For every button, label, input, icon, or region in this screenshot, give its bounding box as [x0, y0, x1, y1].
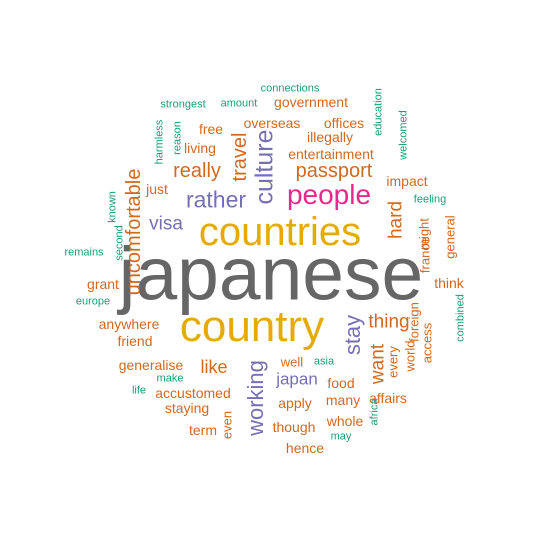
word-japan: japan	[276, 369, 318, 389]
word-impact: impact	[386, 173, 428, 189]
word-culture: culture	[250, 129, 279, 205]
word-illegally: illegally	[307, 129, 353, 145]
word-countries: countries	[198, 210, 362, 254]
word-staying: staying	[164, 400, 210, 416]
word-government: government	[274, 94, 348, 110]
word-whole: whole	[326, 413, 364, 429]
word-anywhere: anywhere	[98, 316, 160, 332]
word-life: life	[131, 384, 147, 397]
word-free: free	[198, 121, 224, 137]
word-apply: apply	[278, 395, 312, 411]
word-really: really	[173, 160, 221, 182]
word-visa: visa	[149, 213, 183, 235]
word-welcomed: welcomed	[397, 110, 410, 160]
word-japanese: japanese	[118, 231, 424, 316]
word-affairs: affairs	[369, 390, 407, 406]
word-people: people	[286, 179, 372, 210]
word-may: may	[330, 430, 352, 443]
word-entertainment: entertainment	[288, 146, 374, 162]
word-generalise: generalise	[118, 357, 184, 373]
word-foreign: foreign	[406, 302, 422, 342]
word-feeling: feeling	[413, 193, 447, 206]
word-though: though	[272, 419, 316, 435]
word-connections: connections	[260, 82, 320, 95]
word-like: like	[200, 357, 228, 377]
word-travel: travel	[229, 132, 251, 182]
word-stay: stay	[340, 314, 365, 356]
word-strongest: strongest	[160, 98, 206, 111]
word-make: make	[156, 372, 184, 385]
word-amount: amount	[220, 97, 258, 110]
word-uncomfortable: uncomfortable	[123, 168, 145, 296]
word-rather: rather	[185, 186, 247, 213]
word-combined: combined	[454, 294, 467, 342]
word-harmless: harmless	[153, 119, 166, 165]
word-might: might	[416, 218, 432, 250]
word-access: access	[419, 322, 435, 364]
word-working: working	[243, 360, 268, 436]
word-well: well	[280, 354, 304, 370]
word-accustomed: accustomed	[155, 385, 231, 401]
word-friend: friend	[117, 333, 153, 349]
word-passport: passport	[295, 160, 373, 182]
word-think: think	[434, 275, 464, 291]
word-education: education	[372, 88, 385, 136]
word-remains: remains	[64, 246, 104, 259]
word-just: just	[146, 181, 168, 197]
word-offices: offices	[323, 115, 365, 131]
word-food: food	[327, 375, 355, 391]
word-many: many	[325, 392, 361, 408]
word-grant: grant	[87, 276, 119, 292]
word-term: term	[189, 422, 217, 438]
word-even: even	[219, 410, 235, 440]
word-asia: asia	[313, 355, 335, 368]
word-living: living	[184, 140, 216, 156]
word-world: world	[402, 340, 418, 372]
word-every: every	[385, 346, 401, 378]
word-second: second	[113, 225, 126, 261]
word-general: general	[442, 215, 458, 259]
word-hard: hard	[385, 200, 407, 240]
word-europe: europe	[75, 295, 111, 308]
word-country: country	[179, 302, 325, 351]
word-overseas: overseas	[243, 115, 301, 131]
word-thing: thing	[368, 311, 410, 333]
word-hence: hence	[285, 440, 325, 456]
word-known: known	[106, 191, 119, 223]
word-reason: reason	[171, 121, 184, 155]
word-africa: africa	[368, 398, 381, 426]
